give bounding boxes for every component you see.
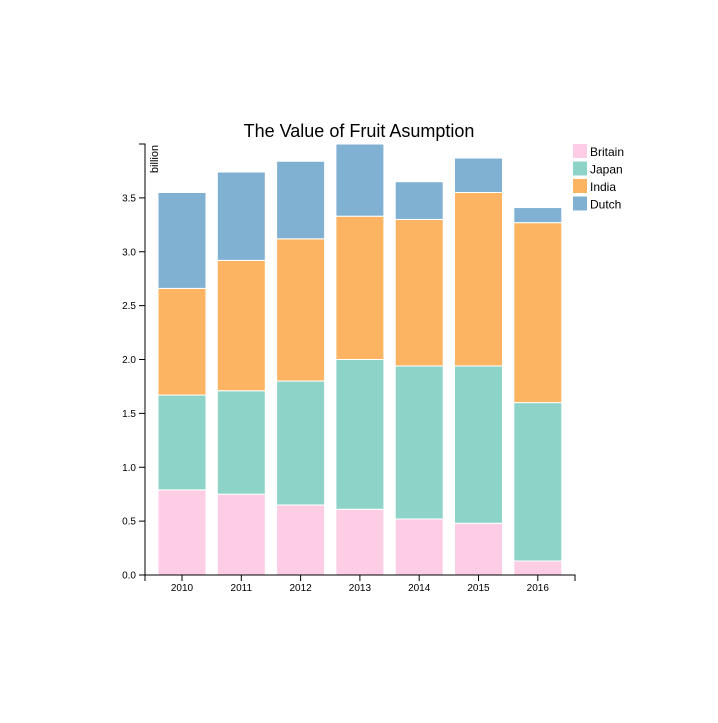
bar-india-2013 [335, 215, 385, 360]
bar-dutch-2011 [216, 171, 266, 261]
legend-swatch-japan [573, 161, 587, 176]
bar-britain-2012 [276, 504, 326, 576]
legend-swatch-dutch [573, 196, 587, 211]
y-axis-label: billion [149, 145, 161, 173]
y-tick-label: 2.5 [122, 301, 136, 312]
x-tick-label: 2015 [467, 583, 490, 594]
legend-swatch-india [573, 179, 587, 193]
bar-japan-2016 [513, 402, 563, 562]
bar-britain-2013 [335, 508, 385, 576]
bar-japan-2014 [394, 365, 444, 520]
bar-britain-2016 [513, 560, 563, 576]
x-tick-label: 2011 [231, 583, 253, 594]
bar-dutch-2010 [157, 191, 207, 289]
bar-dutch-2014 [394, 181, 444, 220]
bar-dutch-2013 [335, 143, 385, 217]
legend-label-britain: Britain [590, 145, 624, 159]
legend-swatch-britain [573, 144, 587, 158]
legend: Britain Japan India Dutch [573, 144, 624, 212]
bar-britain-2014 [394, 518, 444, 576]
y-tick-label: 3.0 [122, 247, 136, 258]
y-tick-label: 2.0 [122, 355, 136, 366]
x-axis: 2010 2011 2012 2013 2014 2015 2016 [144, 574, 576, 594]
bar-japan-2012 [276, 380, 326, 506]
x-tick-label: 2012 [289, 583, 312, 594]
bar-india-2011 [216, 259, 266, 392]
y-axis: 0.0 0.5 1.0 1.5 2.0 2.5 3.0 3.5 [122, 143, 146, 582]
bar-india-2014 [394, 218, 444, 367]
bar-japan-2010 [157, 394, 207, 491]
legend-label-dutch: Dutch [590, 198, 621, 212]
x-tick-label: 2014 [408, 583, 431, 594]
bar-britain-2011 [216, 493, 266, 576]
x-tick-label: 2016 [527, 583, 550, 594]
bar-dutch-2015 [454, 157, 503, 193]
y-tick-label: 3.5 [122, 193, 136, 204]
chart-title: The Value of Fruit Asumption [244, 121, 475, 141]
y-tick-label: 1.5 [122, 409, 136, 420]
legend-label-japan: Japan [590, 163, 623, 177]
y-tick-label: 0.0 [122, 571, 136, 582]
bar-japan-2013 [335, 359, 385, 510]
bar-britain-2015 [454, 522, 503, 576]
bars-layer [157, 143, 563, 576]
y-tick-label: 1.0 [122, 463, 136, 474]
bar-britain-2010 [157, 489, 207, 576]
bar-india-2012 [276, 238, 326, 382]
legend-label-india: India [590, 180, 616, 194]
y-tick-label: 0.5 [122, 517, 136, 528]
bar-india-2015 [454, 191, 503, 367]
bar-india-2010 [157, 287, 207, 396]
bar-japan-2015 [454, 365, 503, 524]
bar-india-2016 [513, 222, 563, 404]
x-tick-label: 2010 [171, 583, 194, 594]
bar-dutch-2012 [276, 160, 326, 240]
x-tick-label: 2013 [349, 583, 372, 594]
bar-dutch-2016 [513, 207, 563, 224]
bar-japan-2011 [216, 390, 266, 495]
